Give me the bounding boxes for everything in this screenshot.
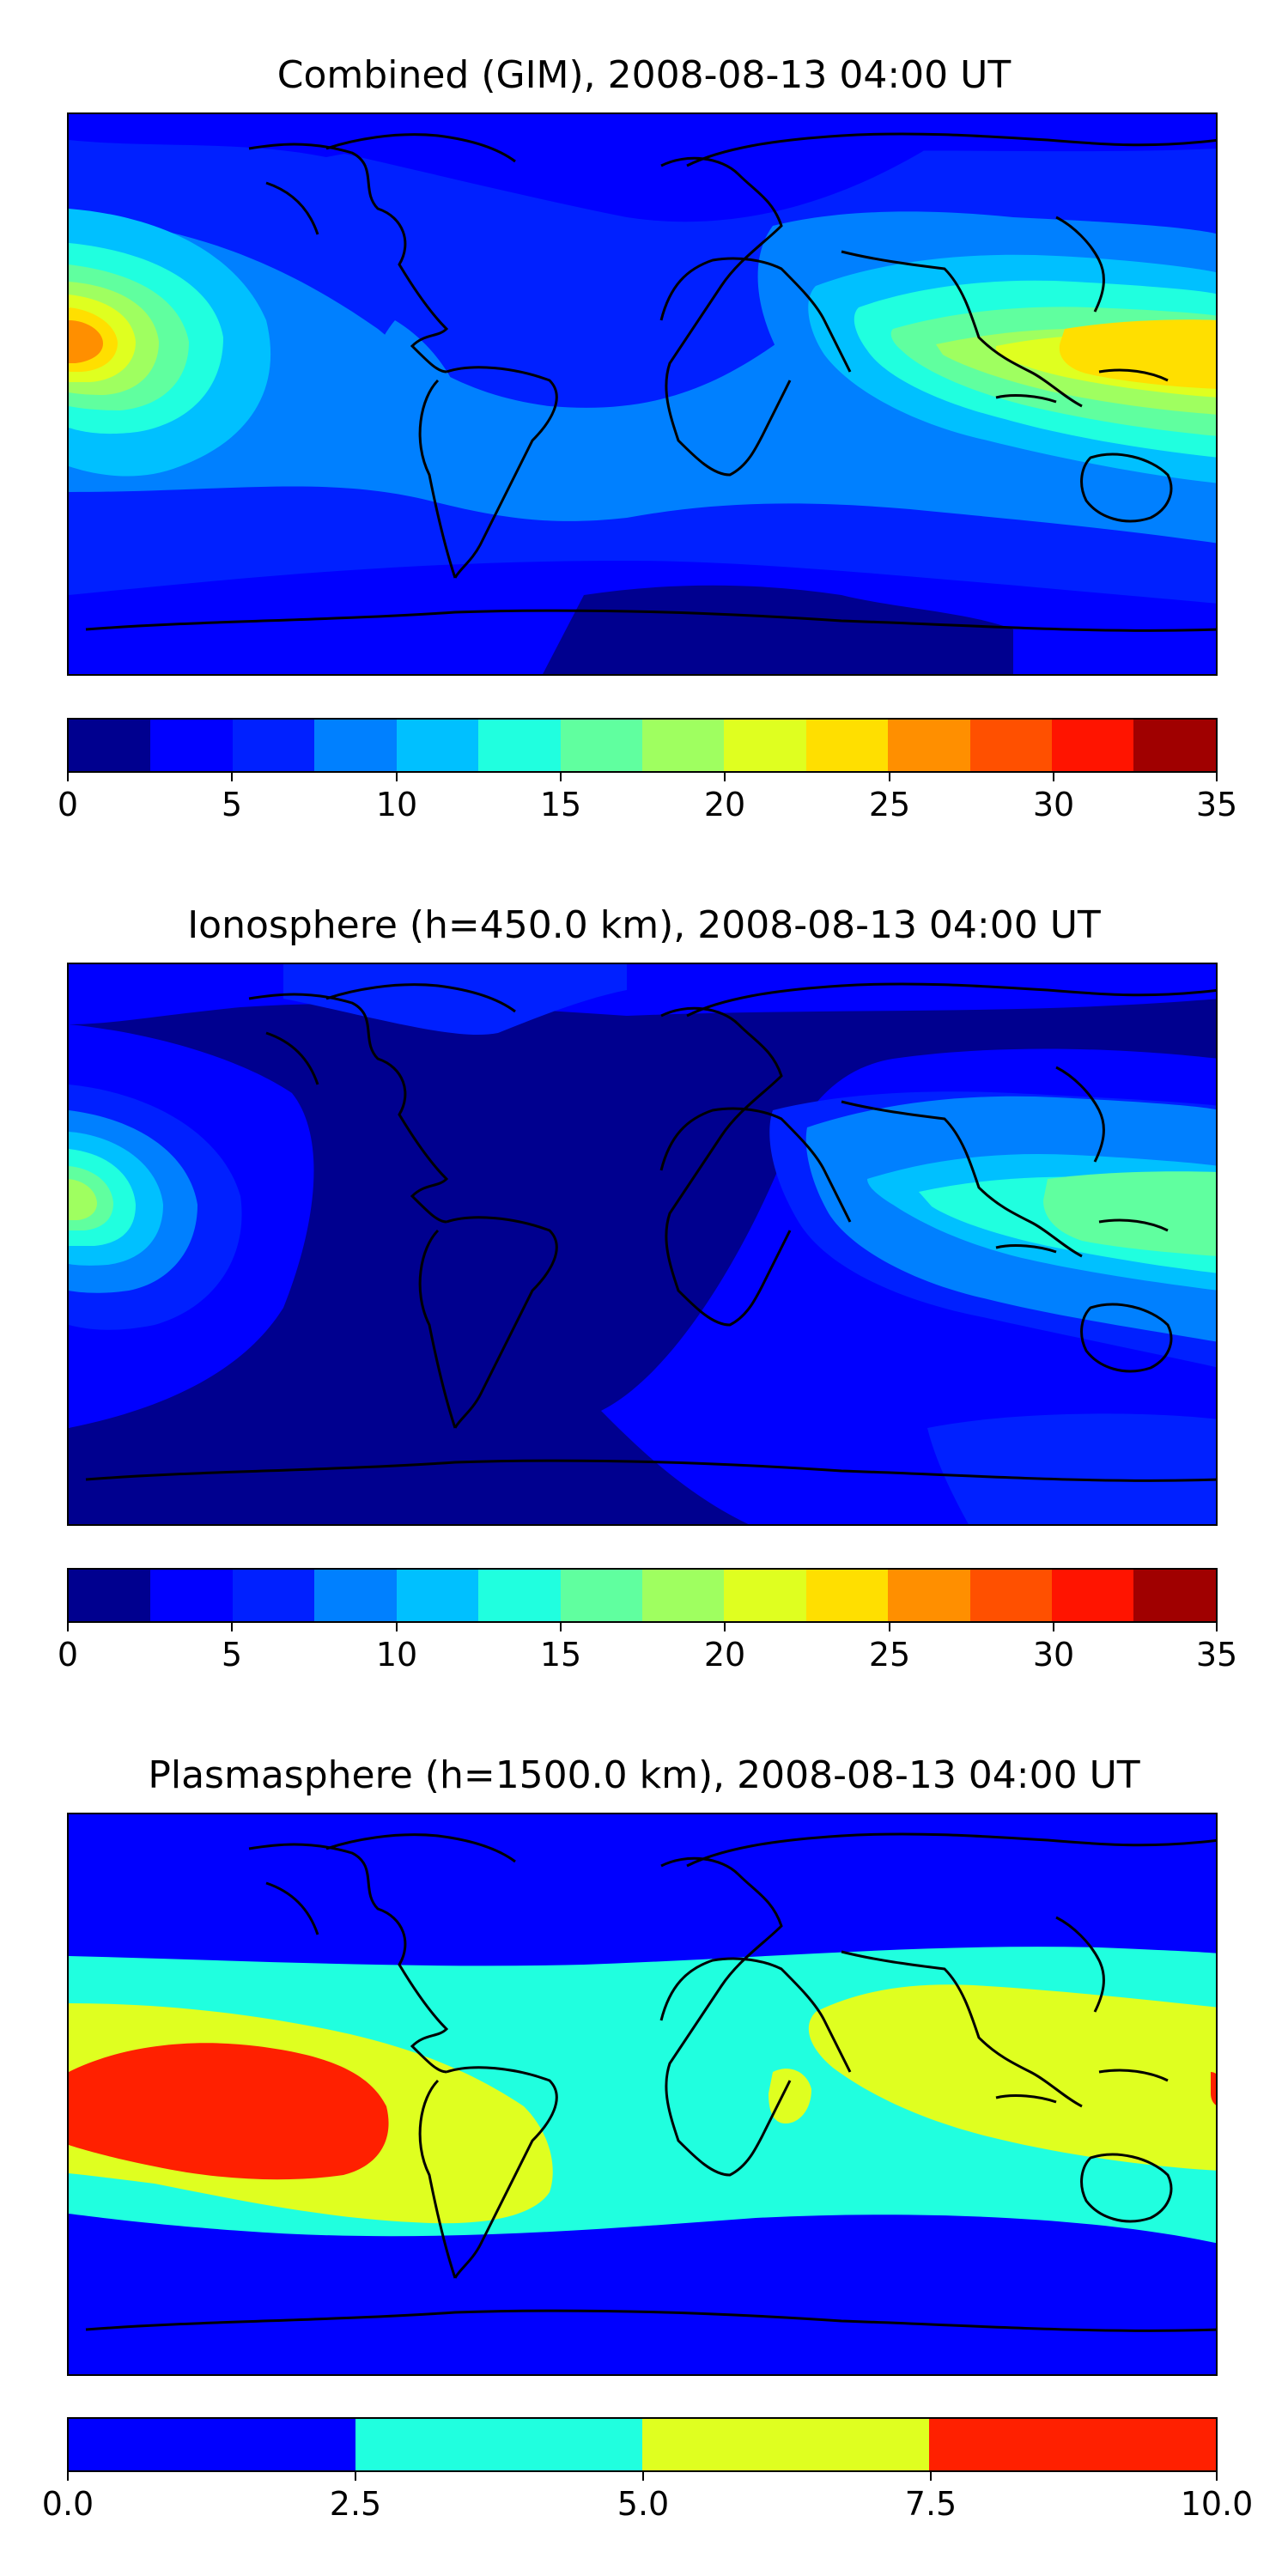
panel1-colorbar-seg [478,720,561,771]
panel1-colorbar-seg [150,720,233,771]
panel2-colorbar-seg [150,1570,233,1621]
panel2-colorbar-seg [232,1570,315,1621]
panel1-colorbar-seg [641,720,725,771]
panel1-colorbar-seg [560,720,642,771]
panel3-tick-label: 2.5 [329,2485,382,2523]
panel1-tick-label: 35 [1195,786,1238,823]
panel2-title: Ionosphere (h=450.0 km), 2008-08-13 04:0… [187,903,1101,947]
panel3-colorbar-seg [69,2419,355,2470]
panel1-colorbar-seg [888,720,970,771]
panel2-tick-label: 35 [1195,1636,1238,1674]
panel2-tick-label: 25 [868,1636,911,1674]
panel1-colorbar-seg [232,720,315,771]
panel3-tick-label: 7.5 [904,2485,957,2523]
panel1-map [67,112,1218,676]
panel1-tick-label: 30 [1032,786,1075,823]
panel3-coastlines [85,1832,1216,2332]
panel2-colorbar-seg [1133,1570,1216,1621]
panel1-tick-label: 15 [539,786,582,823]
panel1-tick-label: 25 [868,786,911,823]
panel3-colorbar-seg [929,2419,1216,2470]
panel2-colorbar-seg [396,1570,479,1621]
panel1-colorbar-seg [1133,720,1216,771]
panel1-colorbar-seg [805,720,889,771]
panel3-colorbar [67,2417,1218,2472]
panel1-tick-label: 0 [57,786,79,823]
panel3-tick-label: 5.0 [617,2485,670,2523]
panel3-map [67,1813,1218,2376]
panel2-colorbar-seg [560,1570,642,1621]
panel2-colorbar-seg [888,1570,970,1621]
panel2-tick-label: 30 [1032,1636,1075,1674]
panel1-tick-label: 20 [703,786,746,823]
panel2-colorbar-seg [69,1570,151,1621]
panel1-tick-label: 5 [221,786,243,823]
panel3-colorbar-seg [642,2419,929,2470]
panel1-tick-label: 10 [375,786,418,823]
panel1-colorbar-seg [724,720,806,771]
panel1-colorbar-seg [396,720,479,771]
panel3-tick-label: 0.0 [41,2485,94,2523]
panel3-colorbar-seg [355,2419,642,2470]
panel3-contour-map [69,1832,1216,2332]
panel2-tick-label: 15 [539,1636,582,1674]
panel2-colorbar-seg [641,1570,725,1621]
panel3-tick-label: 10.0 [1180,2485,1254,2523]
panel2-colorbar-seg [314,1570,397,1621]
panel2-tick-label: 5 [221,1636,243,1674]
panel2-colorbar-seg [969,1570,1053,1621]
panel1-colorbar-seg [69,720,151,771]
panel2-colorbar-seg [805,1570,889,1621]
panel1-title: Combined (GIM), 2008-08-13 04:00 UT [276,53,1012,97]
panel1-colorbar-seg [1052,720,1134,771]
panel3-title: Plasmasphere (h=1500.0 km), 2008-08-13 0… [148,1753,1140,1797]
panel2-tick-label: 20 [703,1636,746,1674]
panel2-map [67,963,1218,1526]
panel2-coastlines [85,982,1216,1482]
panel1-coastlines [85,132,1216,632]
panel2-colorbar-seg [1052,1570,1134,1621]
panel1-colorbar-seg [314,720,397,771]
panel2-tick-label: 0 [57,1636,79,1674]
panel2-tick-label: 10 [375,1636,418,1674]
panel2-colorbar-seg [724,1570,806,1621]
panel1-contour-map [69,114,1216,674]
panel1-colorbar [67,718,1218,773]
panel1-colorbar-seg [969,720,1053,771]
panel2-contour-map [69,964,1216,1524]
panel2-colorbar [67,1568,1218,1623]
panel2-colorbar-seg [478,1570,561,1621]
